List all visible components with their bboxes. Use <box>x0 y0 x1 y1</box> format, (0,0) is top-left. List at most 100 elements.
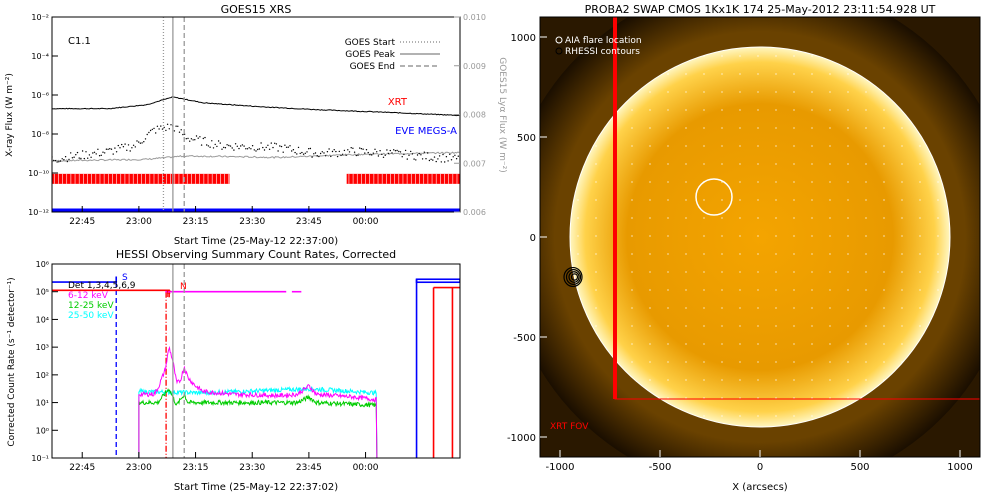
goes-short-channel-point <box>109 148 111 150</box>
goes-short-channel-point <box>178 131 181 133</box>
goes-short-channel-point <box>333 149 335 151</box>
goes-short-channel-point <box>372 152 374 154</box>
goes-short-channel-point <box>432 159 434 161</box>
goes-short-channel-point <box>379 150 381 152</box>
goes-short-channel-point <box>224 147 227 149</box>
goes-y2-tick-label: 0.010 <box>463 13 486 22</box>
goes-short-channel-point <box>435 160 437 163</box>
goes-short-channel-point <box>64 156 67 158</box>
goes-short-channel-point <box>134 146 136 148</box>
goes-short-channel-point <box>455 158 458 160</box>
hessi-flag-red-top <box>52 289 170 298</box>
goes-short-channel-point <box>80 157 82 160</box>
goes-short-channel-point <box>243 145 245 147</box>
goes-short-channel-point <box>58 161 60 163</box>
goes-short-channel-point <box>73 156 75 158</box>
goes-legend-label: GOES Start <box>345 38 396 48</box>
goes-short-channel-point <box>297 146 300 149</box>
goes-short-channel-point <box>92 152 94 154</box>
goes-short-channel-point <box>231 147 233 149</box>
goes-short-channel-point <box>121 143 123 146</box>
goes-short-channel-point <box>387 152 390 155</box>
goes-x-tick-label: 23:00 <box>126 217 152 227</box>
goes-marker-legend: GOES Start GOES Peak GOES End <box>345 38 440 72</box>
hessi-x-tick-label: 23:00 <box>126 463 152 473</box>
goes-short-channel-point <box>260 142 262 144</box>
goes-short-channel-point <box>56 161 58 163</box>
goes-y2-tick-label: 0.007 <box>463 159 486 168</box>
goes-short-channel-point <box>257 148 259 151</box>
goes-short-channel-point <box>420 154 422 156</box>
goes-short-channel-point <box>148 131 150 134</box>
hessi-count-lines <box>138 290 378 458</box>
hessi-x-tick-label: 23:30 <box>239 463 265 473</box>
goes-short-channel-point <box>318 155 320 158</box>
solar-limb <box>569 46 951 428</box>
goes-y-axis: 10⁻² 10⁻⁴ 10⁻⁶ 10⁻⁸ 10⁻¹⁰ 10⁻¹² <box>28 13 58 217</box>
goes-short-channel-point <box>335 150 337 153</box>
hessi-x-tick-label: 23:45 <box>296 463 322 473</box>
hessi-y-tick-label: 10⁰ <box>36 426 49 435</box>
goes-short-channel-point <box>282 151 284 153</box>
goes-x-label: Start Time (25-May-12 22:37:00) <box>174 236 338 247</box>
goes-short-channel-point <box>107 148 109 150</box>
hessi-y-tick-label: 10⁵ <box>36 288 49 297</box>
hessi-panel: HESSI Observing Summary Count Rates, Cor… <box>7 248 461 493</box>
goes-short-channel-point <box>389 149 391 152</box>
goes-short-channel-point <box>438 155 441 157</box>
goes-short-channel-point <box>246 148 249 150</box>
goes-short-channel-point <box>221 148 223 150</box>
goes-short-channel-point <box>155 132 157 134</box>
goes-short-channel-point <box>399 151 402 153</box>
goes-short-channel-point <box>149 129 152 132</box>
goes-short-channel-point <box>143 141 145 143</box>
goes-legend-label: GOES End <box>350 62 395 72</box>
goes-short-channel-point <box>156 125 159 128</box>
goes-short-channel-point <box>342 153 344 155</box>
goes-short-channel-point <box>262 146 264 149</box>
goes-short-channel-point <box>87 157 89 159</box>
goes-short-channel-point <box>428 159 431 162</box>
goes-short-channel-point <box>226 144 228 146</box>
goes-short-channel-point <box>241 144 244 146</box>
swap-y-axis: 1000 500 0 -500 -1000 <box>507 33 547 444</box>
goes-short-channel-point <box>185 138 187 140</box>
goes-short-channel-point <box>309 147 312 150</box>
hessi-y-tick-label: 10⁶ <box>36 260 49 269</box>
goes-short-channel-point <box>452 156 454 158</box>
goes-short-channel-point <box>316 155 318 157</box>
goes-short-channel-point <box>238 147 240 150</box>
goes-short-channel-point <box>61 158 63 160</box>
hessi-flag-lines <box>52 276 460 458</box>
goes-short-channel-point <box>71 157 74 159</box>
swap-legend-marker <box>555 36 563 44</box>
goes-short-channel-point <box>326 151 329 153</box>
goes-short-channel-point <box>302 153 305 155</box>
goes-short-channel-point <box>299 152 301 155</box>
xrt-coverage-segment <box>346 173 460 184</box>
goes-short-channel-point <box>350 147 352 149</box>
goes-short-channel-point <box>279 145 281 147</box>
goes-short-channel-point <box>296 153 298 155</box>
goes-short-channel-point <box>377 155 380 157</box>
swap-x-tick-label: 500 <box>850 462 869 473</box>
goes-short-channel-point <box>364 152 366 154</box>
goes-short-channel-point <box>423 151 425 153</box>
goes-class-annotation: C1.1 <box>68 36 91 47</box>
goes-short-channel-point <box>253 149 255 151</box>
goes-short-channel-point <box>126 149 128 151</box>
goes-short-channel-point <box>338 150 340 153</box>
goes-short-channel-point <box>394 150 397 152</box>
goes-short-channel-point <box>158 128 160 130</box>
goes-short-channel-point <box>445 156 448 158</box>
goes-short-channel-point <box>308 148 310 150</box>
goes-short-channel-point <box>97 148 99 150</box>
goes-short-channel-point <box>245 148 247 150</box>
goes-y-tick-label: 10⁻⁸ <box>31 130 49 139</box>
goes-short-channel-point <box>404 149 407 152</box>
goes-x-tick-label: 23:15 <box>183 217 209 227</box>
goes-short-channel-point <box>139 142 142 144</box>
goes-short-channel-point <box>212 147 215 149</box>
hessi-plot-frame <box>51 263 461 459</box>
